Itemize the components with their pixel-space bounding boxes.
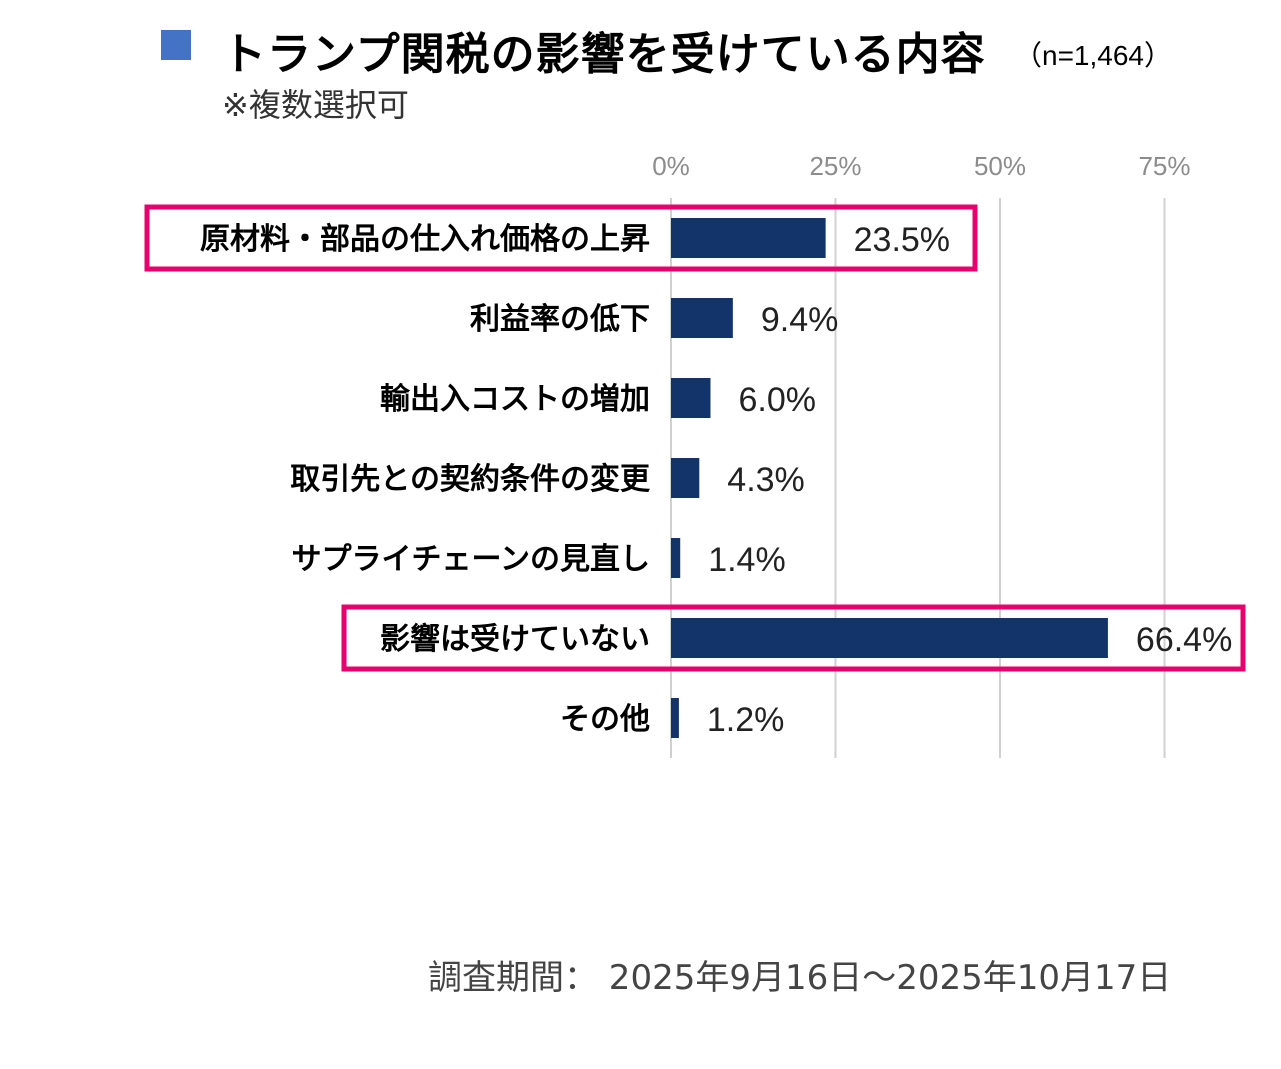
bar-1 xyxy=(671,298,733,338)
value-label-4: 1.4% xyxy=(708,541,786,579)
value-labels: 23.5% 9.4% 6.0% 4.3% 1.4% 66.4% 1.2% xyxy=(707,221,1232,739)
bar-3 xyxy=(671,458,700,498)
tick-label-50: 50% xyxy=(974,151,1026,181)
value-label-1: 9.4% xyxy=(761,301,839,339)
sample-size-note: （n=1,464） xyxy=(1014,40,1172,71)
title-marker xyxy=(161,30,191,60)
value-label-5: 66.4% xyxy=(1136,621,1232,659)
bars xyxy=(671,218,1108,738)
value-label-6: 1.2% xyxy=(707,701,785,739)
category-label-1: 利益率の低下 xyxy=(470,302,650,337)
bar-2 xyxy=(671,378,711,418)
category-label-5: 影響は受けていない xyxy=(380,622,650,657)
bar-6 xyxy=(671,698,679,738)
highlight-box-0 xyxy=(144,204,978,272)
bar-5 xyxy=(671,618,1108,658)
value-label-0: 23.5% xyxy=(854,221,950,259)
survey-period: 調査期間： 2025年9月16日～2025年10月17日 xyxy=(428,958,1172,998)
chart-subtitle: ※複数選択可 xyxy=(222,86,409,124)
value-label-2: 6.0% xyxy=(738,381,816,419)
value-label-3: 4.3% xyxy=(727,461,805,499)
bar-chart: 0% 25% 50% 75% 原材料・部品の仕入れ価格の上昇利益率の低下輸出入コストの… xyxy=(144,151,1246,758)
highlight-box-5 xyxy=(341,604,1246,672)
category-label-3: 取引先との契約条件の変更 xyxy=(290,462,651,497)
x-axis-ticks: 0% 25% 50% 75% xyxy=(652,151,1190,181)
tick-label-75: 75% xyxy=(1138,151,1190,181)
chart-title: トランプ関税の影響を受けている内容 xyxy=(222,29,986,80)
category-label-6: その他 xyxy=(560,702,650,737)
highlight-boxes xyxy=(144,204,1246,672)
bar-4 xyxy=(671,538,681,578)
bar-0 xyxy=(671,218,826,258)
tick-label-0: 0% xyxy=(652,151,690,181)
tick-label-25: 25% xyxy=(809,151,861,181)
category-label-2: 輸出入コストの増加 xyxy=(380,382,650,417)
category-label-4: サプライチェーンの見直し xyxy=(292,542,651,577)
category-labels: 原材料・部品の仕入れ価格の上昇利益率の低下輸出入コストの増加取引先との契約条件の… xyxy=(200,222,651,737)
category-label-0: 原材料・部品の仕入れ価格の上昇 xyxy=(200,222,650,257)
